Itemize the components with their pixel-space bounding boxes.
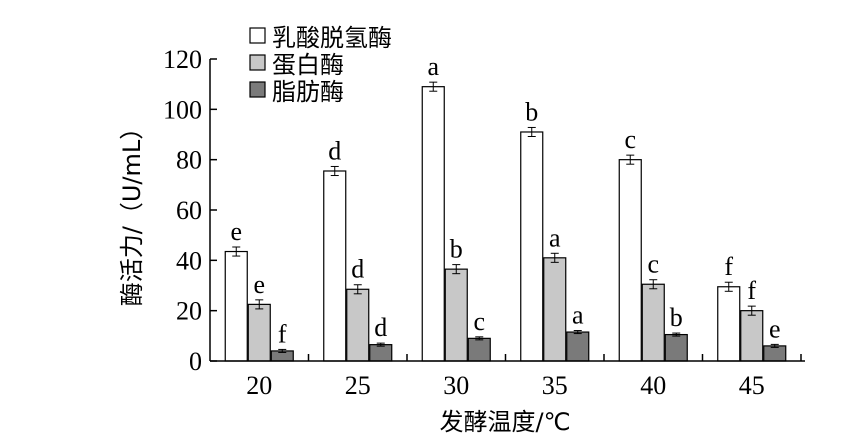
x-axis-label: 发酵温度/℃ bbox=[439, 408, 570, 436]
x-tick-label: 25 bbox=[345, 371, 371, 400]
bar bbox=[323, 170, 347, 362]
y-tick-label: 0 bbox=[189, 347, 202, 376]
significance-letter: f bbox=[747, 276, 756, 305]
significance-letter: b bbox=[525, 97, 538, 126]
significance-letter: e bbox=[230, 217, 242, 246]
significance-letter: d bbox=[351, 255, 364, 284]
significance-letter: e bbox=[253, 270, 265, 299]
x-tick-label: 40 bbox=[640, 371, 666, 400]
bar bbox=[444, 268, 468, 362]
y-tick-label: 60 bbox=[176, 196, 202, 225]
bar bbox=[421, 86, 445, 362]
legend-swatch bbox=[249, 54, 266, 71]
significance-letter: f bbox=[724, 252, 733, 281]
bar bbox=[641, 283, 665, 362]
x-tick-label: 35 bbox=[542, 371, 568, 400]
significance-letter: c bbox=[624, 125, 636, 154]
bar bbox=[247, 303, 271, 362]
x-tick-label: 20 bbox=[246, 371, 272, 400]
significance-letter: d bbox=[328, 136, 341, 165]
y-tick-label: 20 bbox=[176, 297, 202, 326]
y-tick-label: 120 bbox=[163, 45, 202, 74]
bar bbox=[520, 131, 544, 362]
y-tick-label: 100 bbox=[163, 95, 202, 124]
y-axis-label: 酶活力/（U/mL） bbox=[118, 116, 146, 307]
legend-label: 脂肪酶 bbox=[272, 78, 344, 106]
significance-letter: f bbox=[278, 319, 287, 348]
bar bbox=[717, 286, 741, 362]
bar bbox=[224, 250, 248, 362]
x-tick-label: 45 bbox=[739, 371, 765, 400]
legend-swatch bbox=[249, 27, 266, 44]
bar bbox=[763, 345, 787, 362]
x-tick-label: 30 bbox=[443, 371, 469, 400]
legend-label: 蛋白酶 bbox=[272, 51, 344, 79]
bar bbox=[618, 159, 642, 362]
bar bbox=[566, 331, 590, 362]
significance-letter: e bbox=[769, 314, 781, 343]
y-tick-label: 80 bbox=[176, 146, 202, 175]
significance-letter: a bbox=[572, 301, 584, 330]
bar bbox=[346, 288, 370, 362]
significance-letter: a bbox=[549, 223, 561, 252]
legend-swatch bbox=[249, 81, 266, 98]
bar bbox=[740, 310, 764, 362]
x-axis: 20 25 30 35 40 45 bbox=[210, 354, 805, 400]
bar bbox=[543, 257, 567, 362]
significance-letter: d bbox=[374, 313, 387, 342]
significance-letter: b bbox=[450, 235, 463, 264]
bar bbox=[369, 344, 393, 362]
significance-letter: c bbox=[647, 250, 659, 279]
bar bbox=[467, 337, 491, 362]
y-tick-label: 40 bbox=[176, 246, 202, 275]
significance-letter: a bbox=[427, 52, 439, 81]
legend-label: 乳酸脱氢酶 bbox=[272, 24, 392, 52]
significance-letter: b bbox=[670, 303, 683, 332]
significance-letter: c bbox=[473, 307, 485, 336]
y-axis: 0 20 40 60 80 100 120 bbox=[163, 45, 217, 376]
bar bbox=[664, 333, 688, 362]
